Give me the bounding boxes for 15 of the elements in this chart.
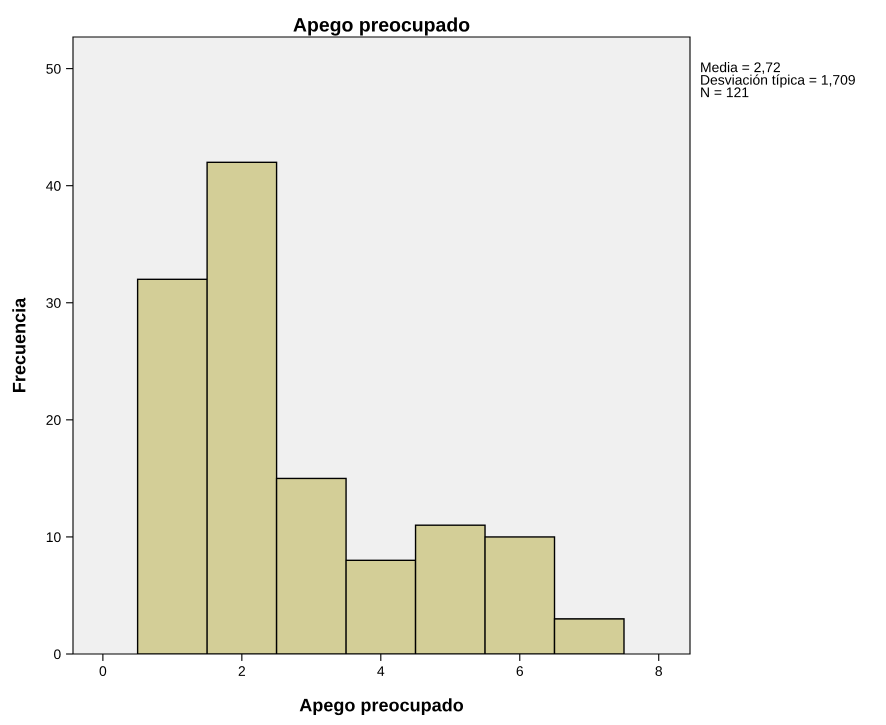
y-tick-label: 0 — [54, 649, 61, 660]
chart-title: Apego preocupado — [293, 17, 470, 36]
text: Media = 2,72 Desviación típica = 1,709 N = 121 — [701, 62, 855, 98]
x-axis-title: Apego preocupado — [300, 698, 464, 716]
x-tick-label: 0 — [100, 666, 106, 676]
y-tick-label: 50 — [46, 64, 61, 74]
y-tick-label: 40 — [46, 181, 61, 191]
x-tick-label: 2 — [238, 666, 246, 676]
x-tick-label: 4 — [377, 666, 384, 676]
y-tick-label: 10 — [46, 532, 61, 542]
y-axis-title: Frecuencia — [12, 298, 26, 392]
y-tick-label: 30 — [46, 298, 61, 308]
x-tick-label: 6 — [516, 666, 524, 676]
x-tick-label: 8 — [655, 666, 662, 676]
y-tick-label: 20 — [46, 415, 61, 426]
